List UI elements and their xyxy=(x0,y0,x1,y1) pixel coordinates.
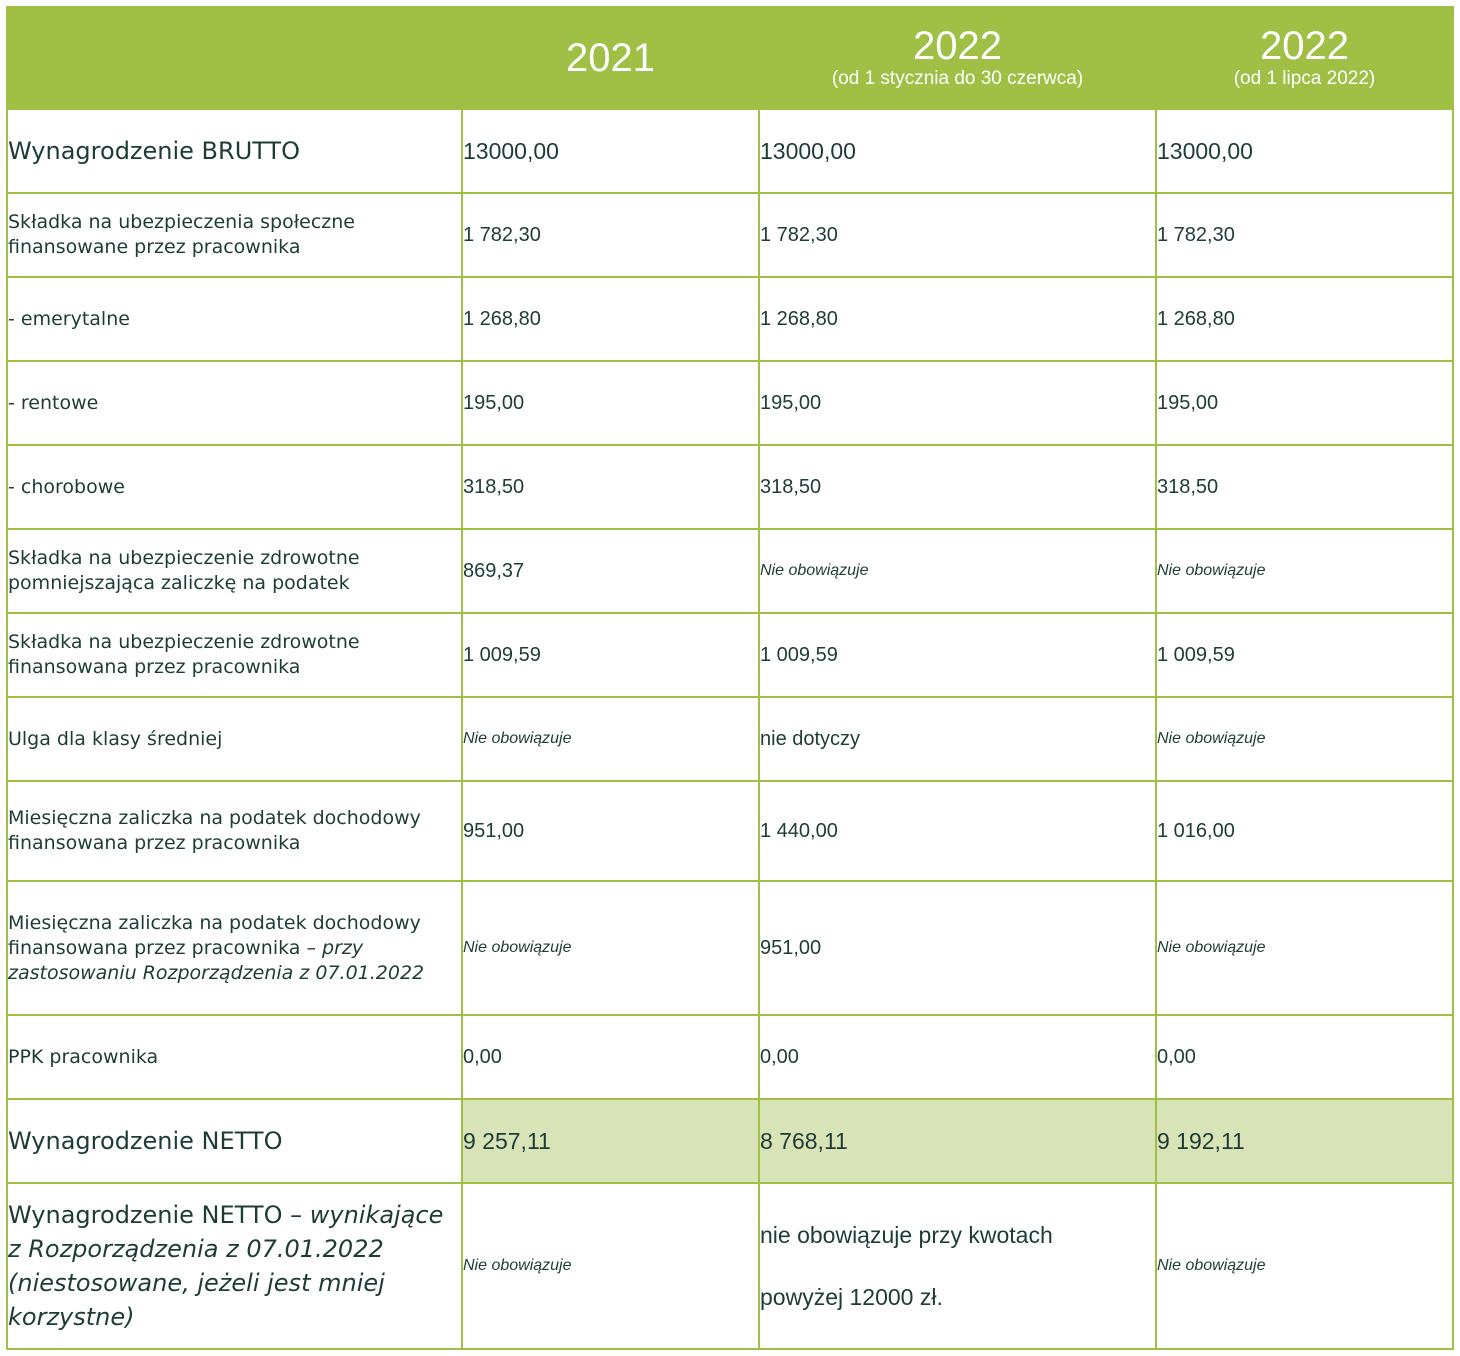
row-zaliczka: Miesięczna zaliczka na podatek dochodowy… xyxy=(6,780,1454,882)
row-zaliczka-rozporzadzenie: Miesięczna zaliczka na podatek dochodowy… xyxy=(6,880,1454,1016)
value-2021: Nie obowiązuje xyxy=(461,1182,760,1350)
value-2021: 951,00 xyxy=(461,780,760,882)
value-2022-h2: 1 782,30 xyxy=(1155,192,1454,278)
row-label-cell: Miesięczna zaliczka na podatek dochodowy… xyxy=(6,880,463,1016)
value-2022-h1: nie dotyczy xyxy=(758,696,1157,782)
header-empty-cell xyxy=(6,6,463,110)
value-2022-h2: 1 016,00 xyxy=(1155,780,1454,882)
row-label: Miesięczna zaliczka na podatek dochodowy… xyxy=(8,911,421,959)
row-zdrowotne-pomniejszajaca: Składka na ubezpieczenie zdrowotne pomni… xyxy=(6,528,1454,614)
value-2021: 1 782,30 xyxy=(461,192,760,278)
row-label: Ulga dla klasy średniej xyxy=(6,696,463,782)
value-2022-h1: 1 009,59 xyxy=(758,612,1157,698)
value-2022-h2: 9 192,11 xyxy=(1155,1098,1454,1184)
value-2021: 318,50 xyxy=(461,444,760,530)
row-label: Wynagrodzenie BRUTTO xyxy=(6,108,463,194)
row-label: - emerytalne xyxy=(6,276,463,362)
row-rentowe: - rentowe 195,00 195,00 195,00 xyxy=(6,360,1454,446)
row-netto-rozporzadzenie: Wynagrodzenie NETTO – wynikające z Rozpo… xyxy=(6,1182,1454,1350)
value-2022-h1: 0,00 xyxy=(758,1014,1157,1100)
row-netto: Wynagrodzenie NETTO 9 257,11 8 768,11 9 … xyxy=(6,1098,1454,1184)
value-2022-h1: 1 440,00 xyxy=(758,780,1157,882)
row-brutto: Wynagrodzenie BRUTTO 13000,00 13000,00 1… xyxy=(6,108,1454,194)
value-2021: Nie obowiązuje xyxy=(461,880,760,1016)
header-2022-h1: 2022 (od 1 stycznia do 30 czerwca) xyxy=(758,6,1157,110)
value-2021: 13000,00 xyxy=(461,108,760,194)
value-2022-h2: Nie obowiązuje xyxy=(1155,696,1454,782)
value-2021: 1 268,80 xyxy=(461,276,760,362)
value-2022-h2: 318,50 xyxy=(1155,444,1454,530)
row-ulga: Ulga dla klasy średniej Nie obowiązuje n… xyxy=(6,696,1454,782)
row-zdrowotne-finansowana: Składka na ubezpieczenie zdrowotne finan… xyxy=(6,612,1454,698)
row-label-note: wynikające z Rozporządzenia z 07.01.2022… xyxy=(8,1201,444,1331)
value-2022-h1: 318,50 xyxy=(758,444,1157,530)
value-2022-h1: Nie obowiązuje xyxy=(758,528,1157,614)
value-2021: 9 257,11 xyxy=(461,1098,760,1184)
value-2021: 869,37 xyxy=(461,528,760,614)
row-label: - rentowe xyxy=(6,360,463,446)
row-label-note: – przy zastosowaniu Rozporządzenia z 07.… xyxy=(8,936,425,984)
value-2021: 0,00 xyxy=(461,1014,760,1100)
row-chorobowe: - chorobowe 318,50 318,50 318,50 xyxy=(6,444,1454,530)
year-2022-h2: 2022 xyxy=(1260,24,1349,68)
value-2022-h2: 1 268,80 xyxy=(1155,276,1454,362)
value-2022-h1: 951,00 xyxy=(758,880,1157,1016)
year-2021: 2021 xyxy=(566,36,655,80)
value-2022-h2: 1 009,59 xyxy=(1155,612,1454,698)
value-2021: Nie obowiązuje xyxy=(461,696,760,782)
value-2022-h1: 1 782,30 xyxy=(758,192,1157,278)
row-label: PPK pracownika xyxy=(6,1014,463,1100)
row-spoleczne: Składka na ubezpieczenia społeczne finan… xyxy=(6,192,1454,278)
year-2022-h1: 2022 xyxy=(913,24,1002,68)
value-2022-h1: 1 268,80 xyxy=(758,276,1157,362)
row-label-cell: Wynagrodzenie NETTO – wynikające z Rozpo… xyxy=(6,1182,463,1350)
row-label: Wynagrodzenie NETTO xyxy=(6,1098,463,1184)
row-ppk: PPK pracownika 0,00 0,00 0,00 xyxy=(6,1014,1454,1100)
row-emerytalne: - emerytalne 1 268,80 1 268,80 1 268,80 xyxy=(6,276,1454,362)
value-2022-h1: 13000,00 xyxy=(758,108,1157,194)
value-2022-h2: Nie obowiązuje xyxy=(1155,880,1454,1016)
row-label: Składka na ubezpieczenie zdrowotne pomni… xyxy=(6,528,463,614)
value-2022-h1: nie obowiązuje przy kwotach powyżej 12000… xyxy=(758,1182,1157,1350)
value-2022-h2: 13000,00 xyxy=(1155,108,1454,194)
value-2022-h2: 0,00 xyxy=(1155,1014,1454,1100)
value-2022-h2: Nie obowiązuje xyxy=(1155,1182,1454,1350)
header-row: 2021 2022 (od 1 stycznia do 30 czerwca) 2… xyxy=(6,6,1454,110)
row-label: Wynagrodzenie NETTO – xyxy=(8,1201,303,1229)
header-2022-h2: 2022 (od 1 lipca 2022) xyxy=(1155,6,1454,110)
period-2022-h1: (od 1 stycznia do 30 czerwca) xyxy=(831,68,1084,89)
row-label: - chorobowe xyxy=(6,444,463,530)
value-2022-h2: 195,00 xyxy=(1155,360,1454,446)
value-2022-h1: 8 768,11 xyxy=(758,1098,1157,1184)
value-2021: 1 009,59 xyxy=(461,612,760,698)
value-2022-h1-line1: nie obowiązuje przy kwotach xyxy=(760,1222,1053,1248)
value-2021: 195,00 xyxy=(461,360,760,446)
salary-comparison-table: 2021 2022 (od 1 stycznia do 30 czerwca) 2… xyxy=(6,6,1454,1350)
value-2022-h2: Nie obowiązuje xyxy=(1155,528,1454,614)
row-label: Składka na ubezpieczenia społeczne finan… xyxy=(6,192,463,278)
value-2022-h1: 195,00 xyxy=(758,360,1157,446)
period-2022-h2: (od 1 lipca 2022) xyxy=(1233,68,1376,89)
row-label: Miesięczna zaliczka na podatek dochodowy… xyxy=(6,780,463,882)
value-2022-h1-line2: powyżej 12000 zł. xyxy=(760,1284,943,1310)
header-2021: 2021 xyxy=(461,6,760,110)
row-label: Składka na ubezpieczenie zdrowotne finan… xyxy=(6,612,463,698)
